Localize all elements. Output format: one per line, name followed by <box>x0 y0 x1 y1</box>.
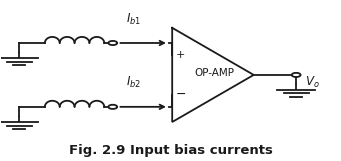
Text: $I_{b1}$: $I_{b1}$ <box>125 11 141 27</box>
Text: $I_{b2}$: $I_{b2}$ <box>125 75 141 90</box>
Text: $V_o$: $V_o$ <box>305 75 320 90</box>
Circle shape <box>292 73 300 77</box>
Circle shape <box>108 41 117 45</box>
Circle shape <box>108 105 117 109</box>
Text: +: + <box>176 50 186 60</box>
Text: −: − <box>175 88 186 101</box>
Text: OP-AMP: OP-AMP <box>195 68 235 78</box>
Text: Fig. 2.9 Input bias currents: Fig. 2.9 Input bias currents <box>69 144 272 157</box>
